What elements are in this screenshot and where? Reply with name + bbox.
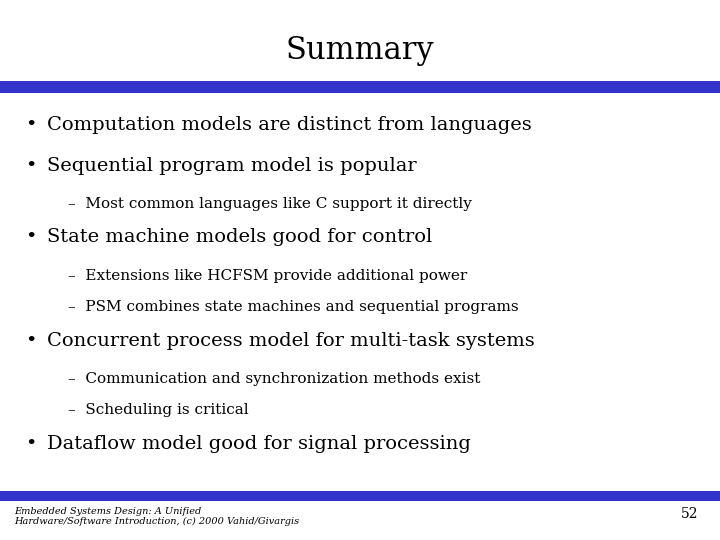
Text: •: • [25, 116, 37, 134]
Bar [0, 81, 720, 93]
Text: –  Scheduling is critical: – Scheduling is critical [68, 403, 249, 417]
Text: Concurrent process model for multi-task systems: Concurrent process model for multi-task … [47, 332, 534, 349]
Text: Embedded Systems Design: A Unified
Hardware/Software Introduction, (c) 2000 Vahi: Embedded Systems Design: A Unified Hardw… [14, 507, 300, 526]
Text: •: • [25, 157, 37, 174]
Text: –  Most common languages like C support it directly: – Most common languages like C support i… [68, 197, 472, 211]
Bar [0, 491, 720, 501]
Text: •: • [25, 332, 37, 349]
Text: •: • [25, 435, 37, 453]
Text: Summary: Summary [286, 35, 434, 66]
Text: •: • [25, 228, 37, 246]
Text: 52: 52 [681, 507, 698, 521]
Text: –  Extensions like HCFSM provide additional power: – Extensions like HCFSM provide addition… [68, 269, 468, 283]
Text: State machine models good for control: State machine models good for control [47, 228, 432, 246]
Text: –  Communication and synchronization methods exist: – Communication and synchronization meth… [68, 372, 481, 386]
Text: Computation models are distinct from languages: Computation models are distinct from lan… [47, 116, 531, 134]
Text: Sequential program model is popular: Sequential program model is popular [47, 157, 416, 174]
Text: –  PSM combines state machines and sequential programs: – PSM combines state machines and sequen… [68, 300, 519, 314]
Text: Dataflow model good for signal processing: Dataflow model good for signal processin… [47, 435, 471, 453]
